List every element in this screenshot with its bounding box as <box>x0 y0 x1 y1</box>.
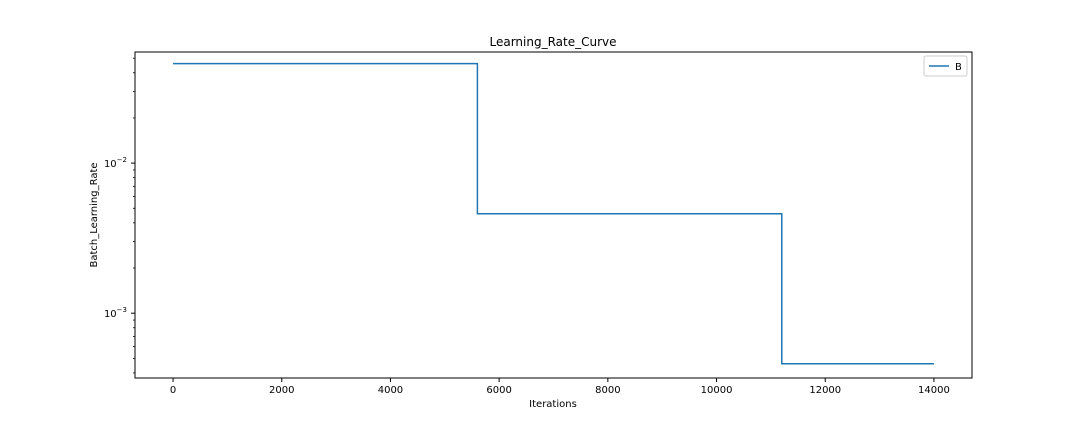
chart-title: Learning_Rate_Curve <box>489 35 616 49</box>
x-tick-label: 6000 <box>486 385 511 396</box>
y-tick-label: 10−3 <box>104 306 127 320</box>
x-tick-label: 10000 <box>701 385 733 396</box>
x-tick-label: 4000 <box>378 385 403 396</box>
x-tick-label: 2000 <box>269 385 294 396</box>
plot-frame <box>134 51 973 379</box>
y-tick-label-exponent: −3 <box>117 306 127 314</box>
y-tick-label-base: 10 <box>104 309 117 320</box>
x-tick-label: 14000 <box>918 385 950 396</box>
x-tick-label: 0 <box>170 385 176 396</box>
plot-area: 0 2000 4000 6000 8000 10000 12000 14000 10−310−… <box>104 51 973 396</box>
y-tick-label-base: 10 <box>104 159 117 170</box>
series-layer <box>173 62 934 365</box>
legend[interactable]: B <box>923 55 968 77</box>
y-tick-label: 10−2 <box>104 156 127 170</box>
y-tick-label-exponent: −2 <box>117 156 127 164</box>
y-axis-label: Batch_Learning_Rate <box>89 162 100 267</box>
x-axis-ticks: 0 2000 4000 6000 8000 10000 12000 14000 <box>170 378 950 396</box>
series-line-b <box>173 62 934 365</box>
x-axis-label: Iterations <box>529 399 577 410</box>
legend-label-b: B <box>955 62 962 73</box>
x-tick-label: 8000 <box>595 385 620 396</box>
x-tick-label: 12000 <box>809 385 841 396</box>
